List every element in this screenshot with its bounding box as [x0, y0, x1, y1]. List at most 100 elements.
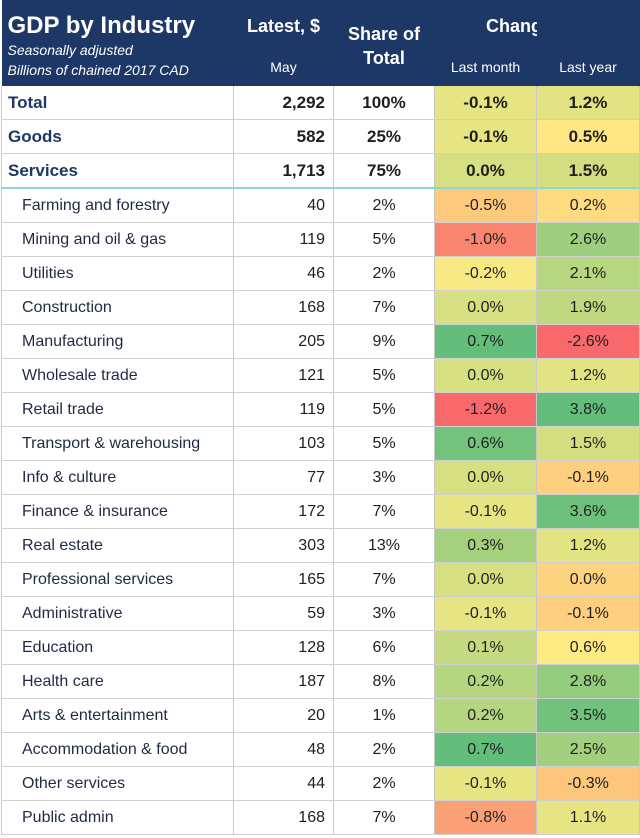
latest-value: 40	[233, 188, 334, 223]
last-year-change: 2.6%	[536, 222, 640, 257]
last-year-change: 2.5%	[536, 732, 640, 767]
share-value: 13%	[333, 528, 435, 563]
last-year-change: 1.2%	[536, 86, 640, 120]
table-row: Retail trade 119 5% -1.2% 3.8%	[1, 392, 640, 427]
industry-name: Farming and forestry	[1, 188, 234, 223]
last-month-change: 0.7%	[434, 324, 537, 359]
last-year-change: 1.5%	[536, 153, 640, 189]
latest-header: Latest, $ May	[233, 0, 334, 86]
last-month-change: -1.0%	[434, 222, 537, 257]
table-row: Mining and oil & gas 119 5% -1.0% 2.6%	[1, 222, 640, 257]
last-year-change: 0.0%	[536, 562, 640, 597]
latest-value: 172	[233, 494, 334, 529]
last-month-change: 0.0%	[434, 562, 537, 597]
last-month-change: -0.8%	[434, 800, 537, 835]
industry-name: Administrative	[1, 596, 234, 631]
table-row: Arts & entertainment 20 1% 0.2% 3.5%	[1, 698, 640, 733]
share-header: Share of Total	[333, 0, 435, 86]
share-value: 25%	[333, 119, 435, 154]
last-year-change: 2.8%	[536, 664, 640, 699]
latest-value: 59	[233, 596, 334, 631]
share-value: 5%	[333, 358, 435, 393]
last-month-change: -0.1%	[434, 596, 537, 631]
latest-value: 2,292	[233, 86, 334, 120]
share-value: 2%	[333, 188, 435, 223]
industry-name: Other services	[1, 766, 234, 801]
latest-value: 103	[233, 426, 334, 461]
latest-value: 165	[233, 562, 334, 597]
last-year-change: 3.8%	[536, 392, 640, 427]
latest-value: 46	[233, 256, 334, 291]
table-row: Finance & insurance 172 7% -0.1% 3.6%	[1, 494, 640, 529]
last-month-change: -0.1%	[434, 766, 537, 801]
last-year-change: -0.1%	[536, 596, 640, 631]
last-month-change: 0.2%	[434, 664, 537, 699]
table-units: Billions of chained 2017 CAD	[7, 62, 189, 78]
table-row: Administrative 59 3% -0.1% -0.1%	[1, 596, 640, 631]
table-body: Total 2,292 100% -0.1% 1.2% Goods 582 25% -0.1% 0…	[1, 86, 640, 835]
last-year-change: 1.5%	[536, 426, 640, 461]
last-month-change: 0.1%	[434, 630, 537, 665]
industry-name: Accommodation & food	[1, 732, 234, 767]
last-month-change: 0.0%	[434, 460, 537, 495]
table-row: Education 128 6% 0.1% 0.6%	[1, 630, 640, 665]
table-subtitle: Seasonally adjusted	[7, 42, 133, 58]
last-month-change: -0.1%	[434, 494, 537, 529]
latest-value: 303	[233, 528, 334, 563]
latest-period: May	[270, 59, 297, 75]
share-value: 7%	[333, 290, 435, 325]
share-value: 3%	[333, 460, 435, 495]
industry-name: Wholesale trade	[1, 358, 234, 393]
last-month-change: -0.5%	[434, 188, 537, 223]
table-row: Manufacturing 205 9% 0.7% -2.6%	[1, 324, 640, 359]
last-month-header: Changes, % Last month	[434, 0, 588, 86]
table-row: Wholesale trade 121 5% 0.0% 1.2%	[1, 358, 640, 393]
latest-value: 187	[233, 664, 334, 699]
last-year-header: Last year	[536, 0, 640, 86]
last-month-change: -0.1%	[434, 119, 537, 154]
latest-value: 77	[233, 460, 334, 495]
share-value: 5%	[333, 392, 435, 427]
industry-name: Real estate	[1, 528, 234, 563]
last-year-change: 0.6%	[536, 630, 640, 665]
table-title: GDP by Industry	[7, 12, 196, 39]
table-row: Real estate 303 13% 0.3% 1.2%	[1, 528, 640, 563]
last-year-change: 3.5%	[536, 698, 640, 733]
last-year-change: 2.1%	[536, 256, 640, 291]
table-row: Accommodation & food 48 2% 0.7% 2.5%	[1, 732, 640, 767]
last-month-change: -1.2%	[434, 392, 537, 427]
last-month-change: 0.2%	[434, 698, 537, 733]
share-value: 5%	[333, 222, 435, 257]
share-value: 75%	[333, 153, 435, 189]
title-cell: GDP by Industry Seasonally adjusted Bill…	[1, 0, 234, 86]
last-year-change: -0.3%	[536, 766, 640, 801]
last-year-change: 1.9%	[536, 290, 640, 325]
industry-name: Utilities	[1, 256, 234, 291]
table-row: Farming and forestry 40 2% -0.5% 0.2%	[1, 188, 640, 223]
last-year-change: -0.1%	[536, 460, 640, 495]
last-year-change: 0.2%	[536, 188, 640, 223]
last-month-change: -0.1%	[434, 86, 537, 120]
last-month-label: Last month	[450, 59, 521, 75]
last-month-change: 0.0%	[434, 358, 537, 393]
last-year-change: 3.6%	[536, 494, 640, 529]
share-value: 2%	[333, 256, 435, 291]
table-row: Other services 44 2% -0.1% -0.3%	[1, 766, 640, 801]
share-value: 7%	[333, 562, 435, 597]
table-row: Health care 187 8% 0.2% 2.8%	[1, 664, 640, 699]
industry-name: Arts & entertainment	[1, 698, 234, 733]
table-row: Professional services 165 7% 0.0% 0.0%	[1, 562, 640, 597]
last-month-change: -0.2%	[434, 256, 537, 291]
industry-name: Professional services	[1, 562, 234, 597]
industry-name: Health care	[1, 664, 234, 699]
share-value: 9%	[333, 324, 435, 359]
table-header: GDP by Industry Seasonally adjusted Bill…	[1, 0, 640, 86]
latest-value: 582	[233, 119, 334, 154]
last-year-change: 1.1%	[536, 800, 640, 835]
latest-value: 1,713	[233, 153, 334, 189]
share-value: 6%	[333, 630, 435, 665]
share-value: 7%	[333, 494, 435, 529]
last-year-label: Last year	[559, 59, 617, 75]
last-year-change: 1.2%	[536, 358, 640, 393]
